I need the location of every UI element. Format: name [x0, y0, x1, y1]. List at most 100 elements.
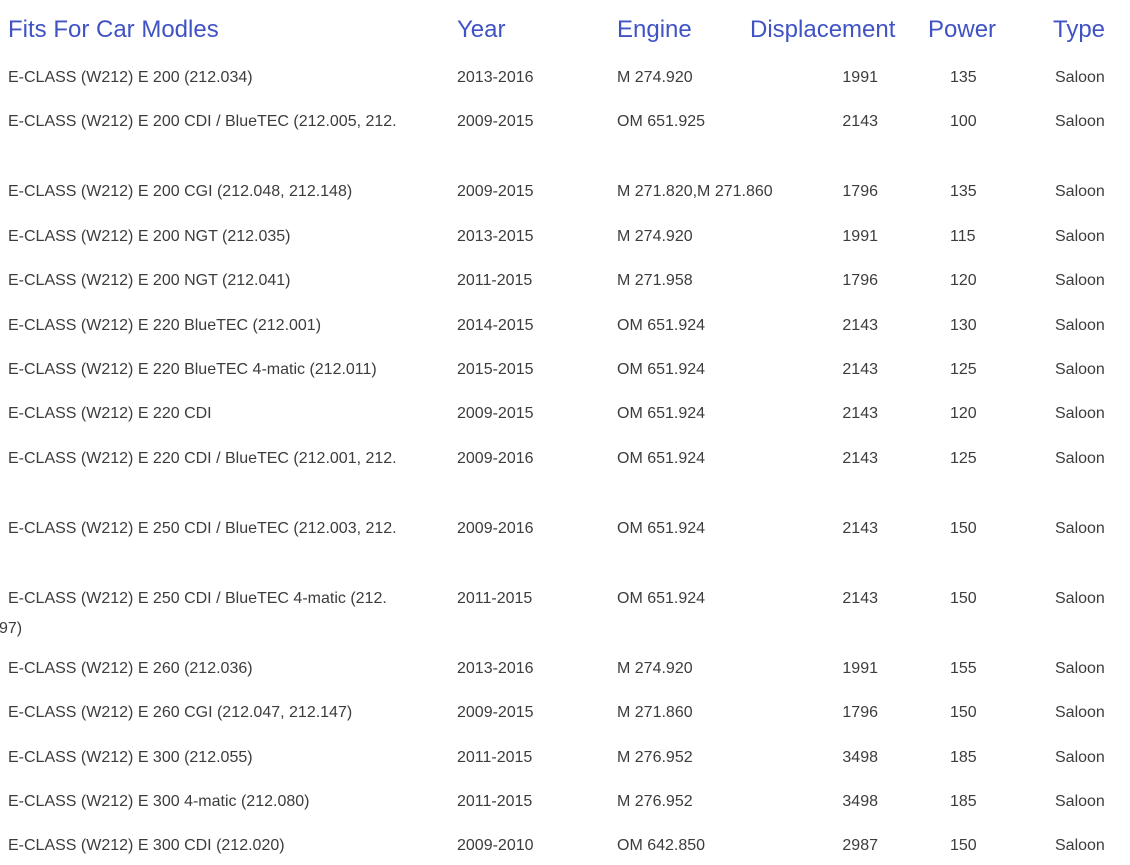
- type-cell: Saloon: [1055, 589, 1105, 607]
- model-name: E-CLASS (W212) E 220 BlueTEC (212.001): [8, 316, 322, 334]
- power-cell: 135: [950, 183, 977, 201]
- type-cell: Saloon: [1055, 659, 1105, 677]
- model-name: E-CLASS (W212) E 300 (212.055): [8, 748, 253, 766]
- engine-cell: OM 651.924: [617, 589, 706, 607]
- engine-cell: OM 642.850: [617, 837, 706, 855]
- engine-cell: OM 651.924: [617, 316, 706, 334]
- type-cell: Saloon: [1055, 405, 1105, 423]
- displacement-cell: 1991: [842, 227, 878, 245]
- displacement-cell: 2143: [842, 405, 878, 423]
- displacement-cell: 2987: [842, 837, 878, 855]
- year-cell: 2011-2015: [457, 589, 533, 607]
- type-cell: Saloon: [1055, 272, 1105, 290]
- table-row: E-CLASS (W212) E 200 (212.034) 2013-2016…: [0, 62, 1130, 106]
- engine-cell: M 274.920: [617, 227, 693, 245]
- model-cell: E-CLASS (W212) E 200 (212.034): [0, 62, 449, 87]
- table-row: E-CLASS (W212) E 260 CGI (212.047, 212.1…: [0, 697, 1130, 741]
- year-cell: 2009-2015: [457, 405, 534, 423]
- year-cell: 2009-2015: [457, 113, 534, 131]
- model-cell: E-CLASS (W212) E 300 CDI (212.020): [0, 830, 449, 855]
- power-cell: 150: [950, 704, 977, 722]
- displacement-cell: 3498: [842, 748, 878, 766]
- engine-cell: OM 651.925: [617, 113, 706, 131]
- model-cell: E-CLASS (W212) E 260 CGI (212.047, 212.1…: [0, 697, 449, 722]
- power-cell: 120: [950, 272, 977, 290]
- engine-cell: OM 651.924: [617, 449, 706, 467]
- year-cell: 2015-2015: [457, 360, 534, 378]
- table-row: E-CLASS (W212) E 220 BlueTEC 4-matic (21…: [0, 354, 1130, 398]
- table-row: E-CLASS (W212) E 220 BlueTEC (212.001) 2…: [0, 310, 1130, 354]
- type-cell: Saloon: [1055, 69, 1105, 86]
- displacement-cell: 1796: [842, 183, 878, 201]
- year-cell: 2009-2015: [457, 704, 534, 722]
- power-cell: 125: [950, 449, 977, 467]
- year-cell: 2011-2015: [457, 748, 533, 766]
- model-name: E-CLASS (W212) E 260 (212.036): [8, 659, 253, 677]
- type-cell: Saloon: [1055, 748, 1105, 766]
- model-name: E-CLASS (W212) E 200 (212.034): [8, 69, 253, 86]
- type-cell: Saloon: [1055, 837, 1105, 855]
- table-row: E-CLASS (W212) E 250 CDI / BlueTEC 4-mat…: [0, 583, 1130, 653]
- power-cell: 120: [950, 405, 977, 423]
- model-cell: E-CLASS (W212) E 300 (212.055): [0, 742, 449, 767]
- power-cell: 185: [950, 748, 977, 766]
- table-row: E-CLASS (W212) E 300 4-matic (212.080) 2…: [0, 786, 1130, 830]
- header-year: Year: [457, 16, 506, 43]
- year-cell: 2011-2015: [457, 792, 533, 810]
- type-cell: Saloon: [1055, 316, 1105, 334]
- model-cell: E-CLASS (W212) E 200 NGT (212.041): [0, 265, 449, 290]
- table-row: E-CLASS (W212) E 200 NGT (212.041) 2011-…: [0, 265, 1130, 309]
- model-name: E-CLASS (W212) E 200 CGI (212.048, 212.1…: [8, 183, 353, 201]
- model-name: E-CLASS (W212) E 220 CDI / BlueTEC (212.…: [8, 449, 397, 467]
- model-name: E-CLASS (W212) E 250 CDI / BlueTEC 4-mat…: [8, 589, 387, 607]
- displacement-cell: 2143: [842, 316, 878, 334]
- power-cell: 130: [950, 316, 977, 334]
- engine-cell: OM 651.924: [617, 405, 706, 423]
- model-name: E-CLASS (W212) E 220 CDI: [8, 405, 212, 423]
- header-power: Power: [928, 16, 997, 43]
- engine-cell: M 271.820,M 271.860: [617, 183, 773, 201]
- displacement-cell: 1991: [842, 659, 878, 677]
- displacement-cell: 1796: [842, 704, 878, 722]
- type-cell: Saloon: [1055, 113, 1105, 131]
- displacement-cell: 2143: [842, 113, 878, 131]
- model-name: E-CLASS (W212) E 300 4-matic (212.080): [8, 792, 310, 810]
- table-row: E-CLASS (W212) E 200 CDI / BlueTEC (212.…: [0, 106, 1130, 176]
- model-cell: E-CLASS (W212) E 220 CDI: [0, 398, 449, 423]
- engine-cell: M 276.952: [617, 792, 693, 810]
- model-cell: E-CLASS (W212) E 220 BlueTEC (212.001): [0, 310, 449, 335]
- year-cell: 2009-2016: [457, 449, 534, 467]
- engine-cell: M 276.952: [617, 748, 693, 766]
- model-cell: E-CLASS (W212) E 250 CDI / BlueTEC (212.…: [0, 513, 449, 538]
- displacement-cell: 1991: [842, 69, 878, 86]
- model-cell: E-CLASS (W212) E 200 CGI (212.048, 212.1…: [0, 176, 449, 201]
- table-row: E-CLASS (W212) E 250 CDI / BlueTEC (212.…: [0, 513, 1130, 583]
- table-row: E-CLASS (W212) E 260 (212.036) 2013-2016…: [0, 653, 1130, 697]
- model-name: E-CLASS (W212) E 260 CGI (212.047, 212.1…: [8, 704, 353, 722]
- model-cell: E-CLASS (W212) E 220 BlueTEC 4-matic (21…: [0, 354, 449, 379]
- table-row: E-CLASS (W212) E 300 CDI (212.020) 2009-…: [0, 830, 1130, 865]
- power-cell: 100: [950, 113, 977, 131]
- year-cell: 2009-2016: [457, 519, 534, 537]
- year-cell: 2014-2015: [457, 316, 534, 334]
- power-cell: 150: [950, 837, 977, 855]
- model-cell: E-CLASS (W212) E 250 CDI / BlueTEC 4-mat…: [0, 583, 449, 638]
- year-cell: 2013-2016: [457, 69, 534, 86]
- displacement-cell: 2143: [842, 360, 878, 378]
- type-cell: Saloon: [1055, 449, 1105, 467]
- type-cell: Saloon: [1055, 360, 1105, 378]
- power-cell: 135: [950, 69, 977, 86]
- engine-cell: M 271.860: [617, 704, 693, 722]
- year-cell: 2013-2016: [457, 659, 534, 677]
- table-row: E-CLASS (W212) E 220 CDI / BlueTEC (212.…: [0, 443, 1130, 513]
- engine-cell: OM 651.924: [617, 360, 706, 378]
- year-cell: 2011-2015: [457, 272, 533, 290]
- model-name: E-CLASS (W212) E 200 NGT (212.041): [8, 272, 291, 290]
- displacement-cell: 2143: [842, 519, 878, 537]
- engine-cell: M 274.920: [617, 69, 693, 86]
- engine-cell: M 271.958: [617, 272, 693, 290]
- model-name: E-CLASS (W212) E 220 BlueTEC 4-matic (21…: [8, 360, 377, 378]
- year-cell: 2009-2010: [457, 837, 534, 855]
- table-header-row: Fits For Car Modles Year Engine Displace…: [0, 13, 1130, 46]
